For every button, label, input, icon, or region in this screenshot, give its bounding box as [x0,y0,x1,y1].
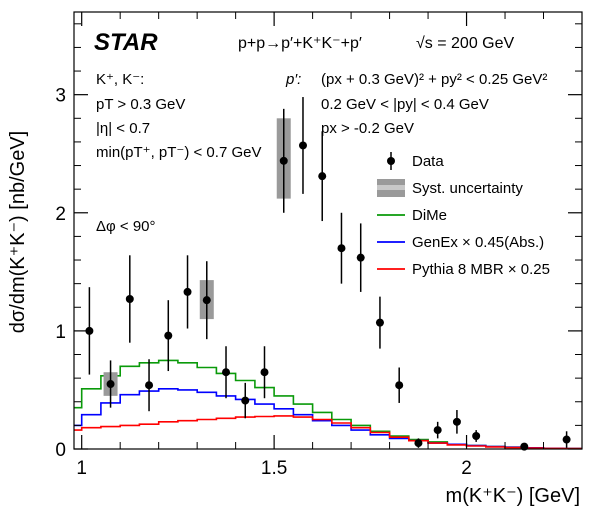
data-point [298,141,307,150]
data-point [279,156,288,165]
cut-proton-2: 0.2 GeV < |py| < 0.4 GeV [321,96,489,113]
legend-data-marker [387,157,395,165]
legend-dime-label: DiMe [412,207,447,224]
x-axis-title: m(K⁺K⁻) [GeV] [446,485,580,507]
cut-kaon-eta: |η| < 0.7 [96,120,150,137]
data-point [145,381,154,390]
pythia-histogram-line [74,415,582,450]
cut-proton-1: (px + 0.3 GeV)² + py² < 0.25 GeV² [321,71,547,88]
y-tick-label: 2 [55,204,66,225]
data-point [125,295,134,304]
data-point [414,439,423,448]
data-point [222,368,231,377]
legend-pythia-label: Pythia 8 MBR × 0.25 [412,261,550,278]
data-point [241,396,250,405]
x-tick-label: 1.5 [261,458,287,479]
experiment-label: STAR [94,29,158,56]
data-point [375,318,384,327]
data-point [183,287,192,296]
data-point [356,253,365,262]
data-point [452,417,461,426]
legend-data-label: Data [412,153,444,170]
data-point [164,331,173,340]
data-point [85,326,94,335]
data-point [433,426,442,435]
plot-frame [73,11,583,450]
data-point [202,296,211,305]
data-point [260,368,269,377]
legend: Data Syst. uncertainty DiMe GenEx × 0.45… [377,152,550,278]
genex-histogram-line [74,388,582,450]
data-point [337,244,346,253]
data-point [318,172,327,181]
data-point [106,380,115,389]
legend-syst-label: Syst. uncertainty [412,180,523,197]
cut-proton-3: px > -0.2 GeV [321,120,414,137]
cut-kaon-header: K⁺, K⁻: [96,71,144,88]
legend-syst-band [377,185,405,190]
x-tick-label: 1 [76,458,87,479]
y-tick-label: 1 [55,322,66,343]
data-point [395,381,404,390]
y-tick-label: 3 [55,86,66,107]
x-tick-label: 2 [461,458,472,479]
data-point [472,432,481,441]
energy-label: √s = 200 GeV [416,35,515,52]
cut-kaon-pt: pT > 0.3 GeV [96,96,185,113]
legend-genex-label: GenEx × 0.45(Abs.) [412,234,544,251]
cut-kaon-minpt: min(pT⁺, pT⁻) < 0.7 GeV [96,144,261,161]
cut-dphi: Δφ < 90° [96,218,156,235]
y-tick-label: 0 [55,440,66,461]
dime-histogram-line [74,359,582,450]
y-axis-title: dσ/dm(K⁺K⁻) [nb/GeV] [7,131,29,333]
reaction-label: p+p→p′+K⁺K⁻+p′ [238,35,362,52]
cut-proton-header: p′: [285,71,301,88]
data-point [562,435,571,444]
